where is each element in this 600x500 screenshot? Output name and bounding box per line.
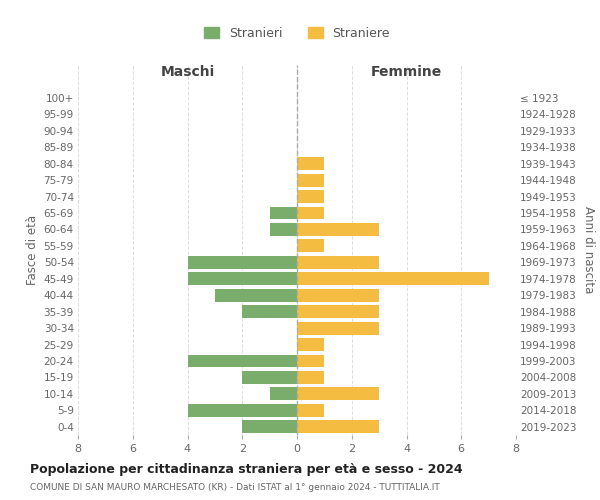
Bar bbox=[269, 223, 297, 236]
Bar bbox=[269, 388, 297, 400]
Bar bbox=[297, 322, 379, 334]
Text: Femmine: Femmine bbox=[371, 64, 442, 78]
Bar bbox=[297, 404, 325, 416]
Bar bbox=[297, 206, 325, 220]
Bar bbox=[297, 158, 325, 170]
Bar bbox=[187, 354, 297, 368]
Bar bbox=[297, 272, 488, 285]
Text: Popolazione per cittadinanza straniera per età e sesso - 2024: Popolazione per cittadinanza straniera p… bbox=[30, 462, 463, 475]
Bar bbox=[297, 256, 379, 268]
Bar bbox=[297, 371, 325, 384]
Y-axis label: Anni di nascita: Anni di nascita bbox=[583, 206, 595, 294]
Bar bbox=[242, 371, 297, 384]
Bar bbox=[187, 404, 297, 416]
Bar bbox=[269, 206, 297, 220]
Bar bbox=[297, 388, 379, 400]
Bar bbox=[242, 306, 297, 318]
Text: Maschi: Maschi bbox=[160, 64, 215, 78]
Bar bbox=[242, 420, 297, 433]
Bar bbox=[297, 174, 325, 186]
Bar bbox=[187, 272, 297, 285]
Bar bbox=[297, 223, 379, 236]
Bar bbox=[215, 289, 297, 302]
Legend: Stranieri, Straniere: Stranieri, Straniere bbox=[204, 27, 390, 40]
Y-axis label: Fasce di età: Fasce di età bbox=[26, 215, 40, 285]
Bar bbox=[297, 306, 379, 318]
Bar bbox=[187, 256, 297, 268]
Bar bbox=[297, 338, 325, 351]
Bar bbox=[297, 420, 379, 433]
Text: COMUNE DI SAN MAURO MARCHESATO (KR) - Dati ISTAT al 1° gennaio 2024 - TUTTITALIA: COMUNE DI SAN MAURO MARCHESATO (KR) - Da… bbox=[30, 482, 440, 492]
Bar bbox=[297, 289, 379, 302]
Bar bbox=[297, 240, 325, 252]
Bar bbox=[297, 190, 325, 203]
Bar bbox=[297, 354, 325, 368]
